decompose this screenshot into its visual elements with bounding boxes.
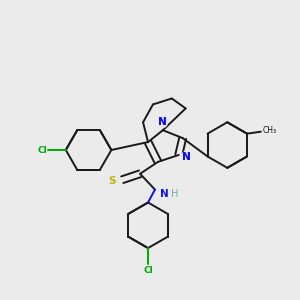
Text: S: S	[109, 176, 116, 186]
Text: H: H	[171, 189, 178, 199]
Text: N: N	[160, 189, 169, 199]
Text: CH₃: CH₃	[263, 126, 277, 135]
Text: N: N	[158, 117, 166, 127]
Text: Cl: Cl	[37, 146, 47, 154]
Text: N: N	[182, 152, 191, 162]
Text: N: N	[158, 117, 166, 127]
Circle shape	[156, 117, 167, 128]
Circle shape	[181, 152, 192, 162]
Text: N: N	[182, 152, 191, 162]
Text: Cl: Cl	[143, 266, 153, 275]
